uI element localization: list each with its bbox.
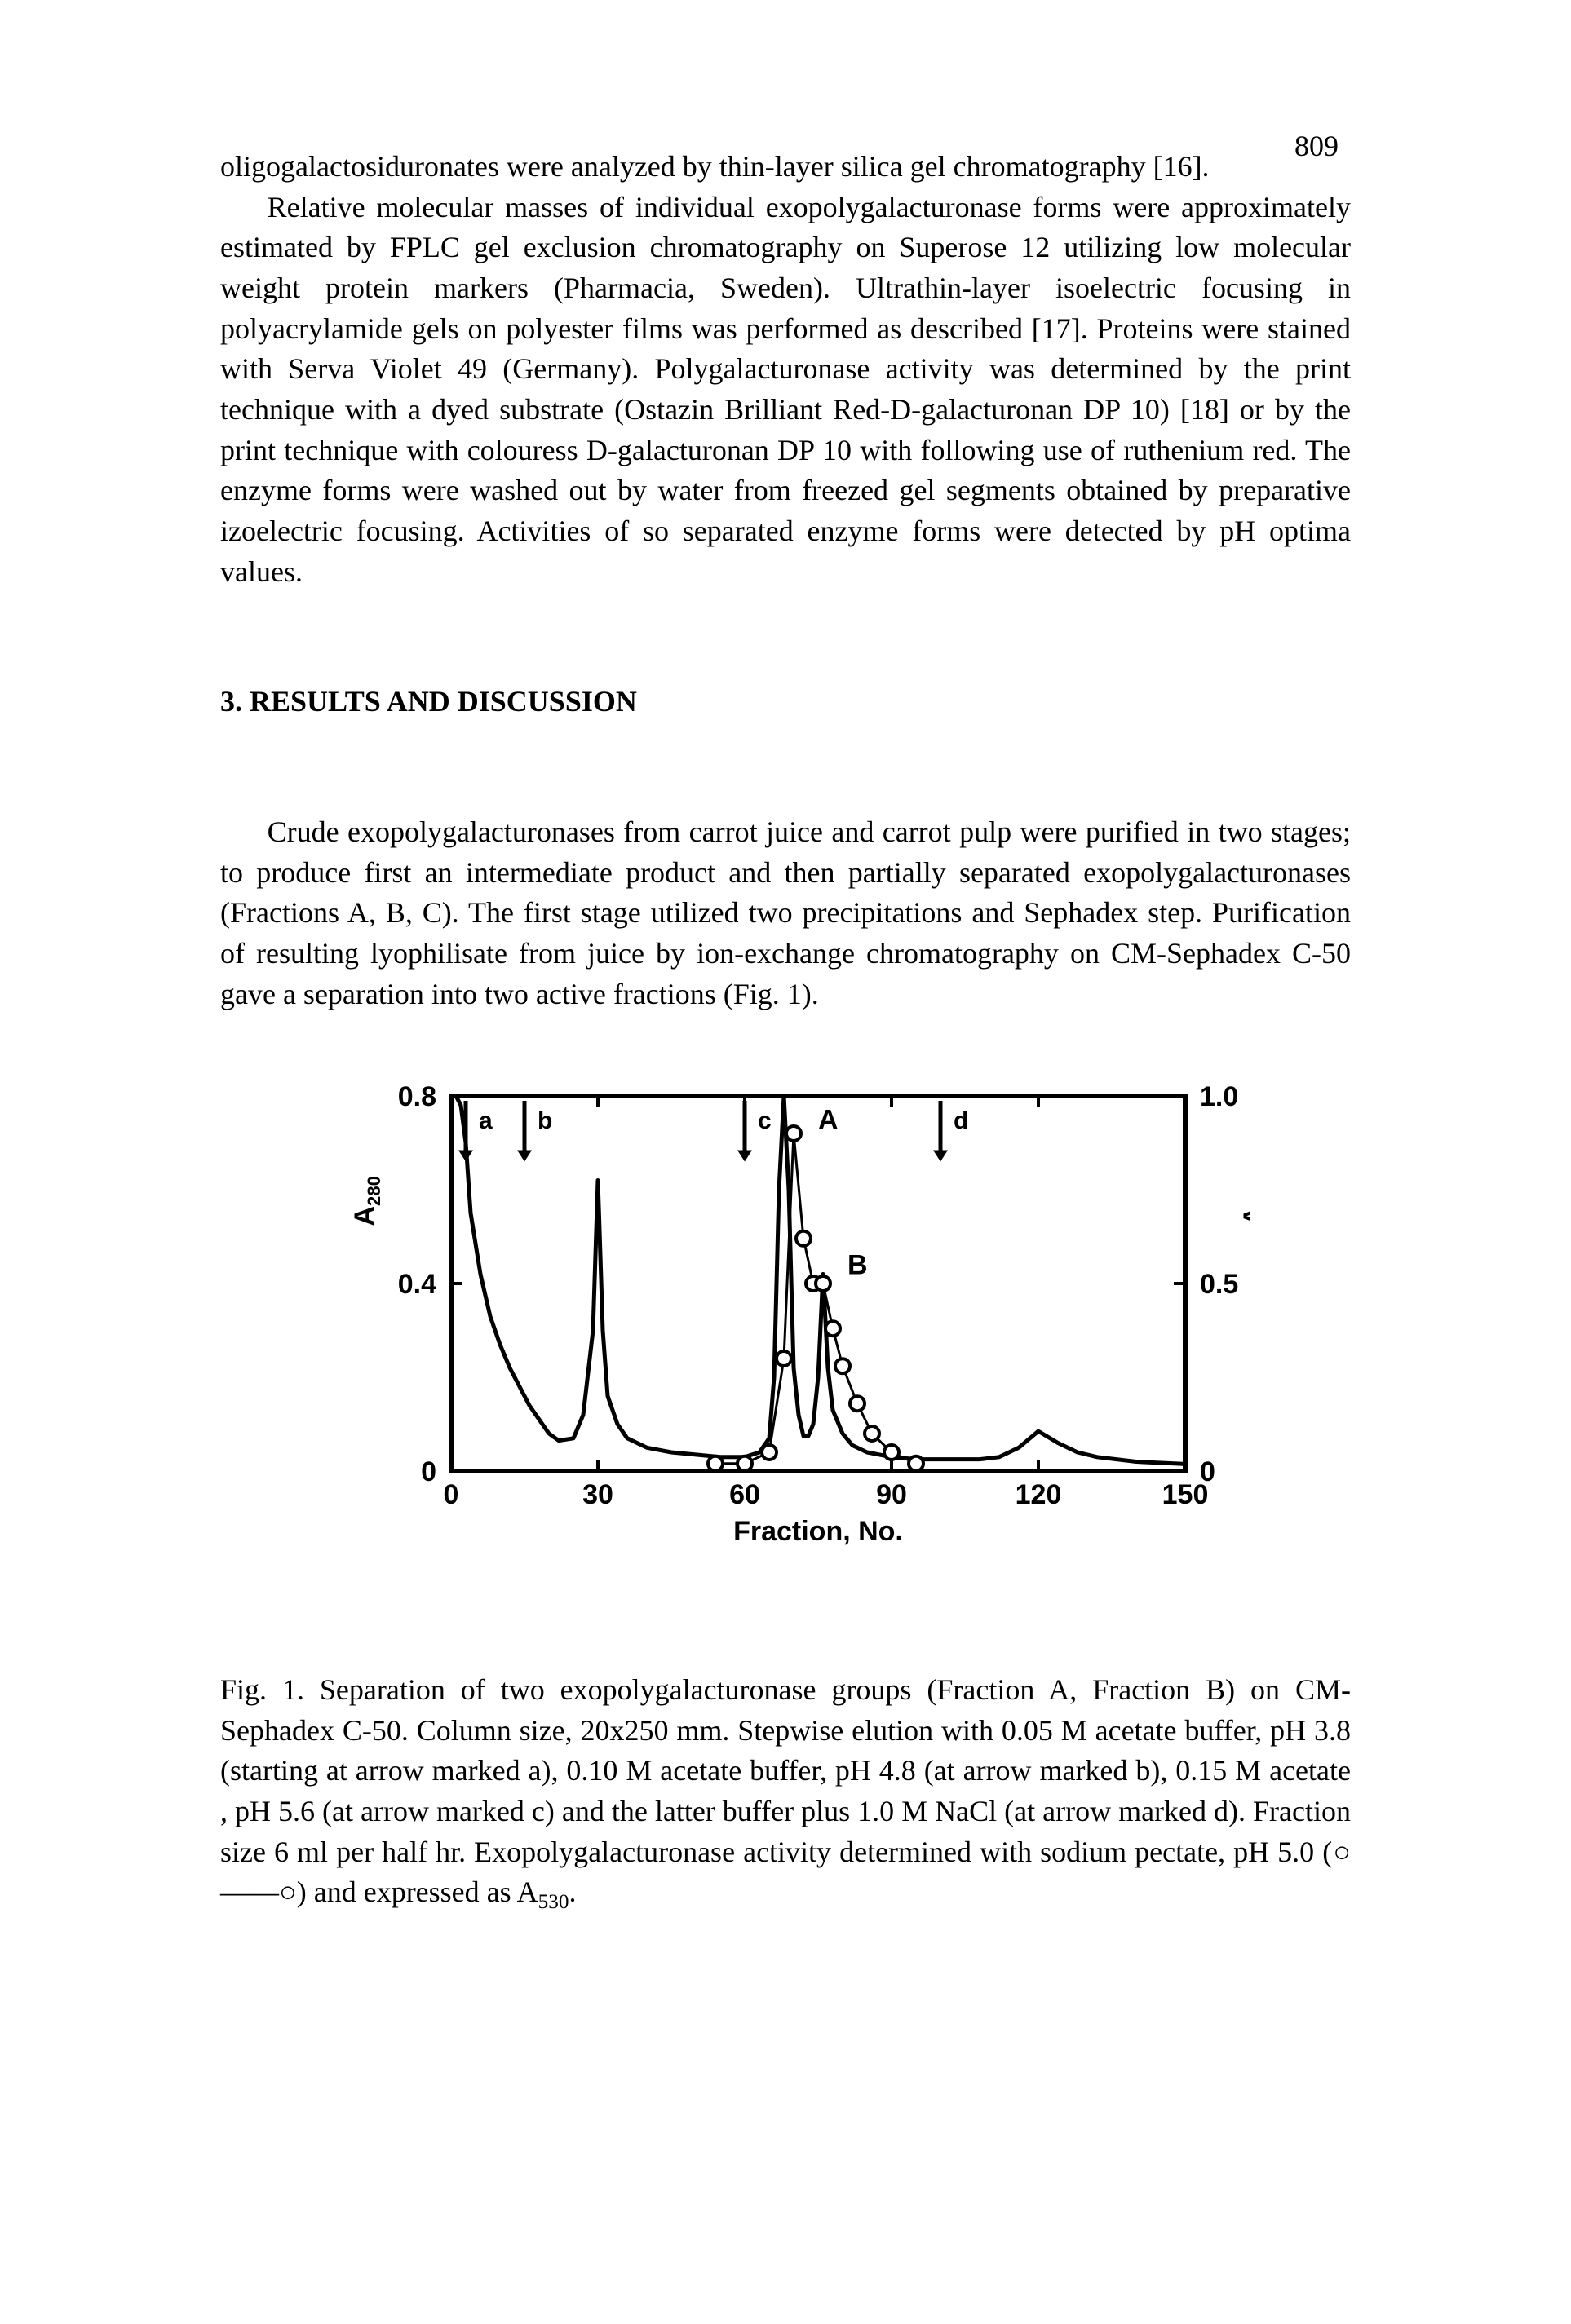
svg-text:A: A [818, 1105, 839, 1136]
paragraph-3: Crude exopolygalacturonases from carrot … [220, 812, 1351, 1014]
svg-text:0.4: 0.4 [398, 1269, 436, 1300]
svg-text:B: B [847, 1250, 868, 1281]
caption-text: . [569, 1876, 576, 1908]
svg-text:b: b [538, 1107, 552, 1134]
svg-text:0.8: 0.8 [398, 1081, 436, 1112]
svg-text:a: a [479, 1107, 493, 1134]
paragraph-1: oligogalactosiduronates were analyzed by… [220, 147, 1351, 188]
caption-m3: M [1235, 1754, 1261, 1787]
figure-1-caption: Fig. 1. Separation of two exopolygalactu… [220, 1670, 1351, 1917]
svg-text:90: 90 [876, 1479, 907, 1510]
caption-subscript: 530 [538, 1892, 569, 1914]
svg-text:c: c [758, 1107, 772, 1134]
svg-text:30: 30 [582, 1479, 613, 1510]
svg-text:Fraction, No.: Fraction, No. [733, 1516, 903, 1547]
caption-m1: M [1061, 1714, 1087, 1747]
caption-text: ) and expressed as A [297, 1876, 538, 1908]
svg-text:0: 0 [444, 1479, 459, 1510]
caption-m4: M [901, 1795, 927, 1827]
svg-text:0: 0 [1200, 1456, 1215, 1487]
section-heading: 3. RESULTS AND DISCUSSION [220, 682, 1351, 722]
caption-text: acetate buffer, pH 4.8 (at arrow marked … [652, 1754, 1235, 1787]
page-number: 809 [1294, 126, 1339, 167]
svg-text:1.0: 1.0 [1200, 1081, 1238, 1112]
caption-m2: M [626, 1754, 652, 1787]
svg-text:d: d [954, 1107, 968, 1134]
svg-text:0: 0 [421, 1456, 436, 1487]
paragraph-2: Relative molecular masses of individual … [220, 188, 1351, 593]
svg-text:60: 60 [729, 1479, 760, 1510]
figure-1: 0306090120150Fraction, No.00.40.8A28000.… [220, 1063, 1351, 1580]
svg-text:120: 120 [1016, 1479, 1062, 1510]
svg-text:0.5: 0.5 [1200, 1269, 1238, 1300]
